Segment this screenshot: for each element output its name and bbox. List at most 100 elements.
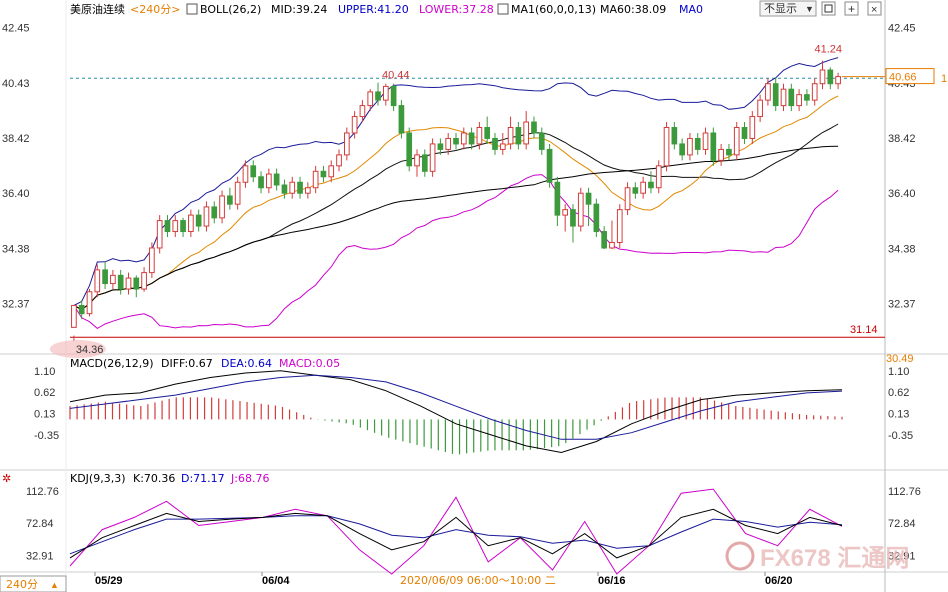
candle-body <box>133 277 140 290</box>
kdj-left-tick: 112.76 <box>26 486 59 498</box>
candle-body <box>359 105 366 118</box>
candle-body <box>616 209 623 243</box>
candle-body <box>382 85 389 101</box>
candle-body <box>585 192 592 205</box>
right-tick-label: 42.45 <box>888 23 916 35</box>
macd-dea: DEA:0.64 <box>221 357 272 370</box>
candle-body <box>648 181 654 189</box>
candle-body <box>414 154 420 167</box>
add-icon[interactable] <box>844 1 859 16</box>
period-label[interactable]: <240分> <box>130 3 180 16</box>
ma-toggle-icon[interactable] <box>497 3 509 15</box>
macd-dea-line <box>69 374 843 440</box>
macd-right-tick: -0.35 <box>888 430 913 442</box>
kdj-panel: 112.76 112.76 72.84 72.84 32.91 32.91 <box>26 486 921 575</box>
candle-body <box>273 173 280 186</box>
boll-lower-line <box>73 174 839 330</box>
candle-body <box>266 173 272 189</box>
restore-icon-inner <box>824 4 833 13</box>
boll-upper-line <box>73 57 839 306</box>
candle-body <box>562 209 569 216</box>
hide-button[interactable] <box>759 0 817 17</box>
low-highlight <box>49 340 106 359</box>
macd-right-tick: 0.13 <box>888 409 909 421</box>
candle-body <box>733 127 740 156</box>
candle-body <box>203 206 210 227</box>
candle-body <box>819 69 826 85</box>
left-tick-label: 42.45 <box>2 23 30 35</box>
candle-body <box>718 148 724 161</box>
candle-body <box>531 121 537 134</box>
kdj-right-tick: 112.76 <box>888 486 921 498</box>
candle-body <box>336 154 342 167</box>
candle-body <box>234 181 241 205</box>
candle-body <box>421 154 428 172</box>
restore-icon[interactable] <box>821 1 836 16</box>
candle-body <box>492 137 498 150</box>
candle-body <box>679 143 685 156</box>
candle-body <box>577 192 584 227</box>
boll-mid: MID:39.24 <box>271 3 327 16</box>
right-tick-label: 32.37 <box>888 299 916 311</box>
candle-body <box>320 170 327 178</box>
close-icon[interactable] <box>867 1 882 16</box>
macd-panel: 1.10 1.10 0.62 0.62 0.13 0.13 -0.35 -0.35 <box>34 366 913 455</box>
kdj-settings-icon[interactable]: ✲ <box>2 473 11 485</box>
candle-body <box>297 181 303 194</box>
candle-body <box>227 195 233 205</box>
candle-body <box>398 105 405 134</box>
x-tick-label: 06/04 <box>262 575 290 587</box>
x-tick-label: 05/29 <box>95 575 123 587</box>
watermark-logo-icon <box>725 541 755 571</box>
candle-body <box>219 195 225 219</box>
candle-body <box>78 304 85 315</box>
candle-body <box>609 241 615 249</box>
candle-body <box>125 277 132 290</box>
kdj-right-tick: 72.84 <box>888 518 916 530</box>
left-tick-label: 34.38 <box>2 244 30 256</box>
kdj-j-line <box>69 488 843 575</box>
candle-body <box>94 269 101 293</box>
macd-title: MACD(26,12,9) <box>70 357 154 370</box>
period-footer-label: 240分 <box>6 578 38 591</box>
candle-body <box>390 85 397 107</box>
candle-body <box>328 165 335 178</box>
boll-toggle-icon[interactable] <box>186 3 198 15</box>
candle-body <box>593 203 600 233</box>
candle-body <box>375 91 381 101</box>
kdj-j: J:68.76 <box>230 472 269 485</box>
candle-body <box>671 127 678 145</box>
candle-body <box>624 187 631 211</box>
candle-body <box>499 143 506 150</box>
dropdown-icon[interactable]: ▼ <box>805 4 814 14</box>
axis-labels: 05/29 06/04 06/16 06/20 <box>94 572 793 587</box>
candle-body <box>117 274 124 290</box>
candle-body <box>780 88 787 107</box>
hide-button-label: 不显示 <box>764 2 797 15</box>
candle-body <box>437 143 444 150</box>
kdj-left-tick: 32.91 <box>26 551 54 563</box>
candles <box>71 60 841 342</box>
kdj-d: D:71.17 <box>181 472 225 485</box>
macd-left-tick: 1.10 <box>34 366 55 378</box>
candle-body <box>110 274 116 285</box>
candle-body <box>476 127 483 145</box>
period-footer-button[interactable] <box>0 575 67 592</box>
boll-bands <box>73 57 839 330</box>
ma60-line <box>73 145 839 311</box>
candle-body <box>804 94 810 101</box>
candle-body <box>460 132 467 145</box>
macd-right-tick: 0.62 <box>888 387 909 399</box>
period-footer-arrow: ▲ <box>50 580 59 590</box>
watermark: FX678 汇通网 <box>760 545 909 572</box>
candle-body <box>827 69 834 85</box>
candle-body <box>811 83 818 101</box>
candle-body <box>141 272 147 290</box>
candle-body <box>523 121 530 145</box>
macd-diff: DIFF:0.67 <box>161 357 213 370</box>
low-annotation: 34.36 <box>76 344 104 356</box>
symbol-title: 美原油连续 <box>70 2 125 16</box>
candle-body <box>195 214 202 227</box>
current-price-box <box>885 68 935 85</box>
